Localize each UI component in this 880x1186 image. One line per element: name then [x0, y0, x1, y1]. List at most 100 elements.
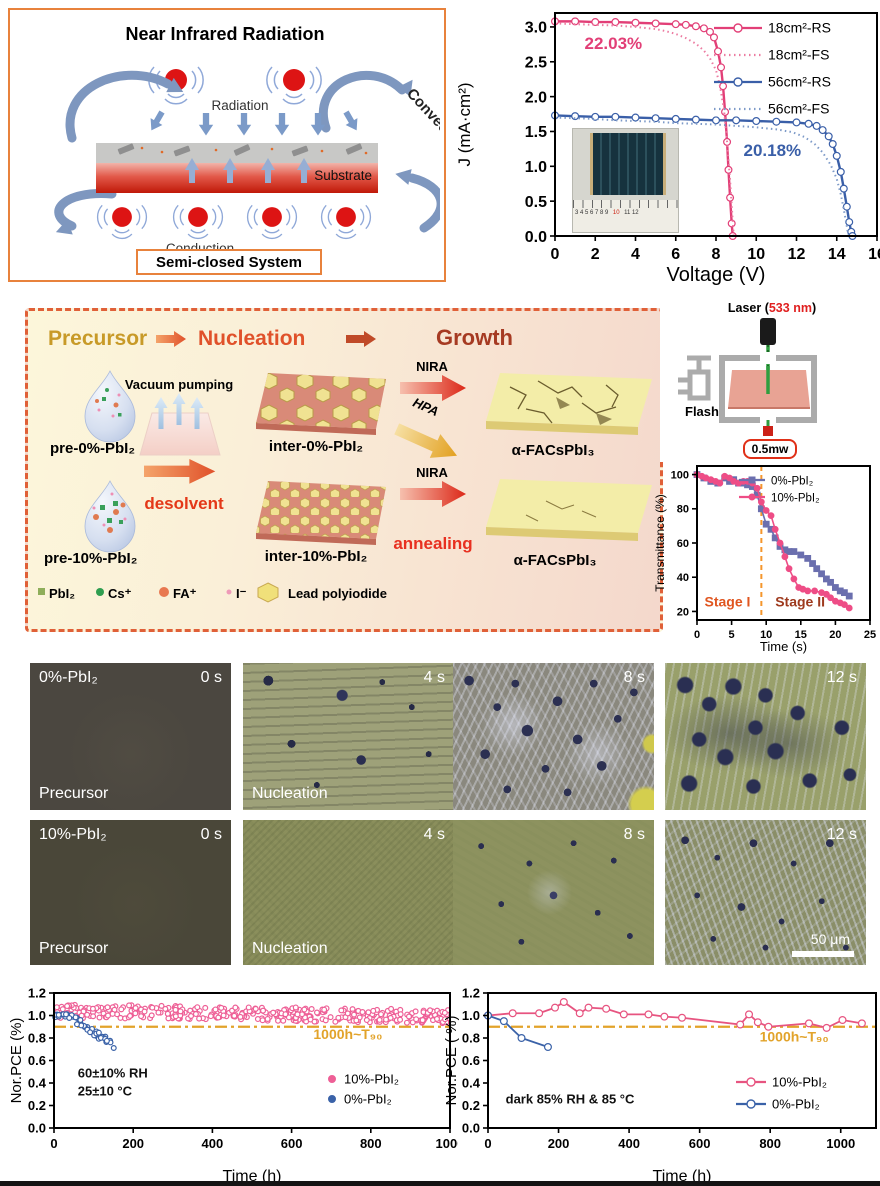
svg-text:0.4: 0.4 [462, 1076, 481, 1091]
header-growth: Growth [436, 325, 513, 350]
svg-text:80: 80 [677, 504, 689, 516]
time-label: 12 s [826, 669, 857, 686]
laser-setup-panel: Laser (533 nm) Flash 0.5mw [660, 296, 880, 462]
laser-wavelength: 533 nm [769, 301, 812, 315]
time-label: 4 s [423, 826, 445, 843]
ruler-suffix: 11 12 [624, 210, 639, 216]
svg-text:Stage I: Stage I [704, 593, 750, 609]
svg-text:20.18%: 20.18% [744, 141, 802, 160]
solar-module-photo [590, 133, 666, 195]
svg-text:1000: 1000 [436, 1136, 458, 1151]
flash-label: Flash [685, 404, 719, 419]
phase-label: Precursor [39, 940, 109, 957]
svg-text:1000h~T₉₀: 1000h~T₉₀ [313, 1026, 382, 1042]
inter-0-substrate [256, 373, 386, 435]
svg-text:200: 200 [548, 1136, 570, 1151]
svg-text:40: 40 [677, 572, 689, 584]
nir-schematic-panel: Near Infrared Radiation Radiation Convec… [8, 8, 446, 282]
svg-text:Time (h): Time (h) [653, 1168, 712, 1185]
svg-text:0.6: 0.6 [28, 1053, 46, 1068]
header-precursor: Precursor [48, 327, 147, 350]
svg-text:1.0: 1.0 [462, 1008, 480, 1023]
substrate-stack: Substrate [96, 143, 378, 193]
inter-10-substrate [256, 481, 386, 545]
nir-schematic-svg: Near Infrared Radiation Radiation Convec… [53, 24, 440, 275]
svg-text:10%-PbI₂: 10%-PbI₂ [771, 493, 820, 505]
svg-text:Time (s): Time (s) [760, 639, 807, 654]
svg-text:0.4: 0.4 [28, 1076, 47, 1091]
svg-text:400: 400 [618, 1136, 640, 1151]
fa-icon [159, 587, 169, 597]
svg-text:800: 800 [360, 1136, 382, 1151]
stability-ambient-chart: 0 200 400 600 800 1000 0.0 0.2 0.4 0.6 0.8 1.0 1.2 Ti… [8, 975, 458, 1186]
svg-text:0: 0 [50, 1136, 57, 1151]
svg-text:8: 8 [712, 246, 721, 263]
svg-text:1.0: 1.0 [525, 159, 547, 176]
svg-text:Transmittance (%): Transmittance (%) [653, 494, 667, 592]
svg-text:dark 85% RH & 85 °C: dark 85% RH & 85 °C [506, 1091, 635, 1106]
process-diagram-panel: Precursor Nucleation Growth pre-0%-PbI₂ … [25, 308, 663, 632]
svg-text:0.8: 0.8 [28, 1031, 46, 1046]
svg-text:1.0: 1.0 [28, 1008, 46, 1023]
sample-label: 0%-PbI₂ [39, 669, 98, 686]
radiation-label: Radiation [211, 98, 268, 113]
svg-text:60±10% RH: 60±10% RH [78, 1065, 148, 1080]
time-label: 0 s [200, 826, 222, 843]
ruler: 3 4 5 6 7 8 9 10 11 12 [573, 200, 678, 232]
scale-bar [792, 951, 854, 957]
svg-text:800: 800 [759, 1136, 781, 1151]
svg-text:600: 600 [689, 1136, 711, 1151]
svg-text:400: 400 [202, 1136, 224, 1151]
svg-text:100: 100 [671, 470, 689, 482]
svg-text:20: 20 [677, 606, 689, 618]
bottom-rule [0, 1181, 880, 1186]
micro-0pct-8s: 8 s [453, 663, 654, 810]
ruler-numbers: 3 4 5 6 7 8 9 10 11 12 [575, 210, 639, 216]
svg-text:56cm²-FS: 56cm²-FS [768, 101, 829, 117]
svg-text:1000: 1000 [826, 1136, 855, 1151]
phase-label: Nucleation [252, 785, 328, 802]
time-label: 4 s [423, 669, 445, 686]
transmittance-chart-panel: 0 5 10 15 20 25 20 40 60 80 100 Time (s) Transmittan… [653, 460, 880, 656]
power-box [743, 439, 797, 459]
svg-text:0.0: 0.0 [28, 1121, 46, 1136]
svg-text:0%-PbI₂: 0%-PbI₂ [344, 1092, 392, 1107]
power-label: 0.5mw [752, 442, 789, 456]
substrate-label: Substrate [314, 168, 372, 183]
svg-text:12: 12 [788, 246, 806, 263]
svg-text:1.2: 1.2 [462, 986, 480, 1001]
annealing-label: annealing [393, 534, 472, 553]
stability-dark-panel: 0 200 400 600 800 1000 0.0 0.2 0.4 0.6 0.8 1.0 1.2 Ti… [444, 975, 880, 1186]
panel-a-title: Near Infrared Radiation [125, 24, 324, 44]
svg-text:Voltage (V): Voltage (V) [667, 264, 766, 286]
phase-label: Nucleation [252, 940, 328, 957]
jv-chart: 0 2 4 6 8 10 12 14 16 0.0 0.5 1.0 1.5 2.0 2.5 3.0 Voltag… [448, 2, 880, 286]
svg-text:18cm²-FS: 18cm²-FS [768, 47, 829, 63]
laser-head [760, 318, 776, 345]
svg-text:0.0: 0.0 [462, 1121, 480, 1136]
svg-text:10%-PbI₂: 10%-PbI₂ [344, 1072, 399, 1087]
droplet10-ions [92, 492, 127, 533]
svg-text:20: 20 [829, 629, 841, 641]
inter10-label: inter-10%-PbI₂ [265, 548, 368, 565]
laser-title-suffix: ) [812, 301, 816, 315]
svg-text:0: 0 [694, 629, 700, 641]
svg-text:200: 200 [122, 1136, 144, 1151]
time-label: 0 s [200, 669, 222, 686]
svg-text:14: 14 [828, 246, 846, 263]
nira1-label: NIRA [416, 359, 448, 374]
svg-text:10: 10 [747, 246, 765, 263]
svg-text:0.5: 0.5 [525, 194, 547, 211]
flake-dots [140, 146, 368, 155]
scale-label: 50 μm [810, 931, 850, 947]
svg-text:0.0: 0.0 [525, 229, 547, 246]
jv-chart-panel: 0 2 4 6 8 10 12 14 16 0.0 0.5 1.0 1.5 2.0 2.5 3.0 Voltag… [448, 2, 880, 286]
laser-title: Laser (533 nm) [728, 301, 816, 315]
svg-text:25: 25 [864, 629, 876, 641]
micro-10pct-0s: 10%-PbI₂ 0 s Precursor [30, 820, 231, 965]
svg-text:10%-PbI₂: 10%-PbI₂ [772, 1075, 827, 1090]
alpha2-label: α-FACsPbI₃ [514, 552, 597, 569]
svg-text:0.2: 0.2 [462, 1098, 480, 1113]
legend-fa: FA⁺ [173, 586, 197, 601]
